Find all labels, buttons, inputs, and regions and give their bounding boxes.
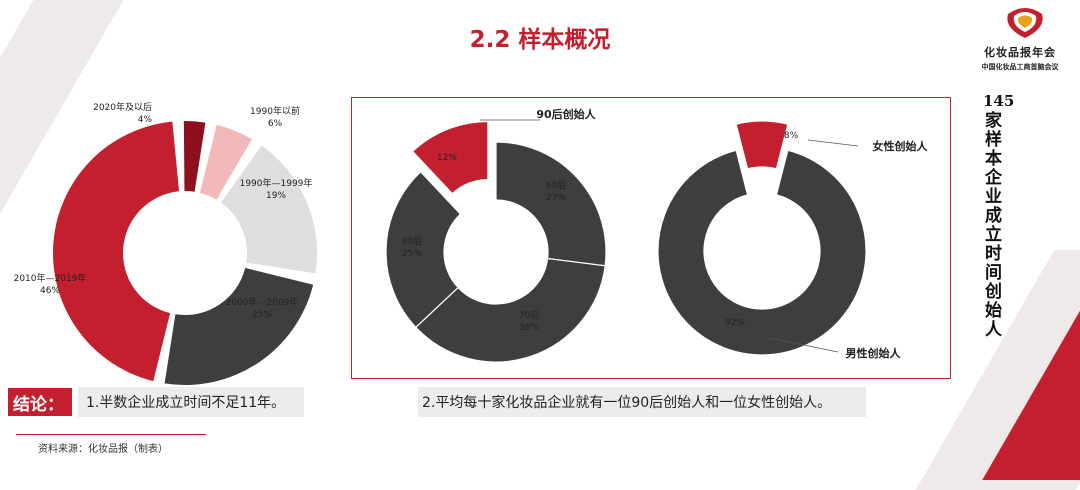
finding-2: 2.平均每十家化妆品企业就有一位90后创始人和一位女性创始人。 [422,395,832,411]
side-vertical-text: 家样本企业成立时间 创始人 [985,111,1014,340]
donut1-label-line: 2000年—2009年 [226,296,299,308]
charts-canvas: 2020年及以后 4% 1990年以前 6% 1990年—1999年 19% 2000年—2… [14,101,929,385]
donut3-label-line: 8% [784,131,799,141]
donut1-slice [183,121,206,192]
donut3-female-label-line: 女性创始人 [873,139,929,153]
donut1-label-line: 46% [40,286,60,296]
donut2-label-line: 12% [437,153,457,163]
donut1-slice [52,121,180,382]
donut2-label-line: 70后 [519,310,539,321]
finding-2-box: 2.平均每十家化妆品企业就有一位90后创始人和一位女性创始人。 [418,387,866,417]
donut1-slice [199,124,252,200]
brand-logo-icon [1007,8,1043,38]
side-number: 145 [983,92,1015,110]
page-title: 2.2 样本概况 [469,27,611,53]
donut3-label: 8% [784,131,799,141]
donut2-label: 70后 36% [519,310,540,333]
donut2-label: 12% [437,153,457,163]
org-name: 化妆品报年会 [984,46,1056,59]
donut1-label-line: 6% [268,119,283,129]
finding-1-box: 1.半数企业成立时间不足11年。 [78,387,304,417]
donut1-label-line: 2020年及以后 [93,101,152,113]
donut3-male-label: 男性创始人 [846,346,902,360]
donut2-slice [385,170,462,329]
donut2-label: 60后 27% [546,180,567,203]
donut1-label: 2000年—2009年 25% [226,296,299,320]
source-note: 资料来源：化妆品报（制表） [38,444,168,455]
donut2-label-line: 36% [519,323,539,333]
donut2-slice [414,257,606,363]
donut3-slice [657,149,867,356]
donut3-callout-line-male [769,337,839,353]
donut2-label: 80后 25% [402,236,423,259]
donut2-slice [495,141,607,267]
donut1-label-line: 25% [252,310,272,320]
donut2-slice [411,120,489,195]
conclusion-badge [8,388,72,416]
donut1-label-line: 2010年—2019年 [14,272,87,284]
donut3-label: 92% [725,318,745,328]
chart-frame [351,97,951,379]
donut2-label-line: 25% [402,249,422,259]
donut1-label-line: 1990年—1999年 [240,177,313,189]
donut1-slice [221,145,318,274]
donut1-label: 1990年—1999年 19% [240,177,313,201]
donut1-label-line: 19% [266,191,286,201]
source-divider [16,434,206,435]
donut2-callout-label-line: 90后创始人 [536,107,596,121]
donut1-label: 1990年以前 6% [250,105,300,129]
donut3-female-label: 女性创始人 [873,139,929,153]
donut1-label: 2020年及以后 4% [93,101,152,125]
donut3-label-line: 92% [725,318,745,328]
donut2-label-line: 80后 [402,236,422,247]
donut2-label-line: 27% [546,193,566,203]
finding-1: 1.半数企业成立时间不足11年。 [86,395,286,411]
donut3-callout-line-female [807,139,859,147]
donut2-callout-label: 90后创始人 [536,107,596,121]
donut1-label-line: 1990年以前 [250,105,300,117]
donut3-male-label-line: 男性创始人 [846,346,902,360]
donut3-slice [735,120,789,170]
donut1-label: 2010年—2019年 46% [14,272,87,296]
conclusion-label: 结论： [13,395,64,415]
donut2-label-line: 60后 [546,180,566,191]
donut1-slice [164,267,314,385]
donut1-label-line: 4% [138,115,153,125]
org-subtitle: 中国化妆品工商首脑会议 [981,63,1059,71]
